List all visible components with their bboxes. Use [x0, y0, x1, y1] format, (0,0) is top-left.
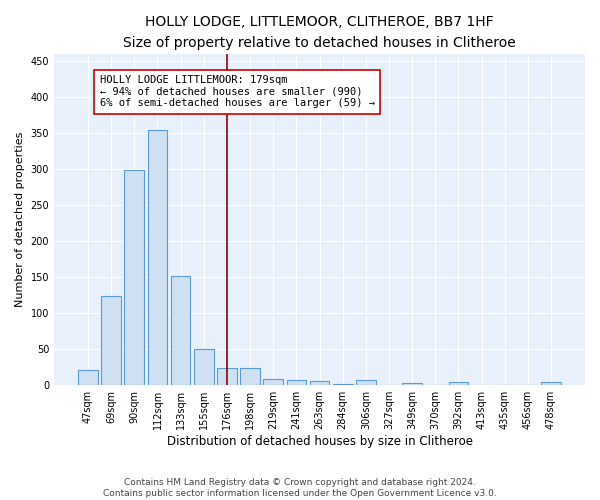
Bar [217, 368, 237, 384]
Bar [449, 382, 468, 384]
Bar [194, 348, 214, 384]
Bar [310, 381, 329, 384]
Title: HOLLY LODGE, LITTLEMOOR, CLITHEROE, BB7 1HF
Size of property relative to detache: HOLLY LODGE, LITTLEMOOR, CLITHEROE, BB7 … [123, 15, 516, 50]
Bar [263, 379, 283, 384]
Bar [541, 382, 561, 384]
Bar [402, 382, 422, 384]
Bar [287, 380, 306, 384]
Bar [148, 130, 167, 384]
X-axis label: Distribution of detached houses by size in Clitheroe: Distribution of detached houses by size … [167, 434, 473, 448]
Bar [101, 296, 121, 384]
Text: HOLLY LODGE LITTLEMOOR: 179sqm
← 94% of detached houses are smaller (990)
6% of : HOLLY LODGE LITTLEMOOR: 179sqm ← 94% of … [100, 75, 374, 108]
Bar [240, 368, 260, 384]
Text: Contains HM Land Registry data © Crown copyright and database right 2024.
Contai: Contains HM Land Registry data © Crown c… [103, 478, 497, 498]
Bar [78, 370, 98, 384]
Y-axis label: Number of detached properties: Number of detached properties [15, 132, 25, 307]
Bar [356, 380, 376, 384]
Bar [171, 276, 190, 384]
Bar [124, 170, 144, 384]
